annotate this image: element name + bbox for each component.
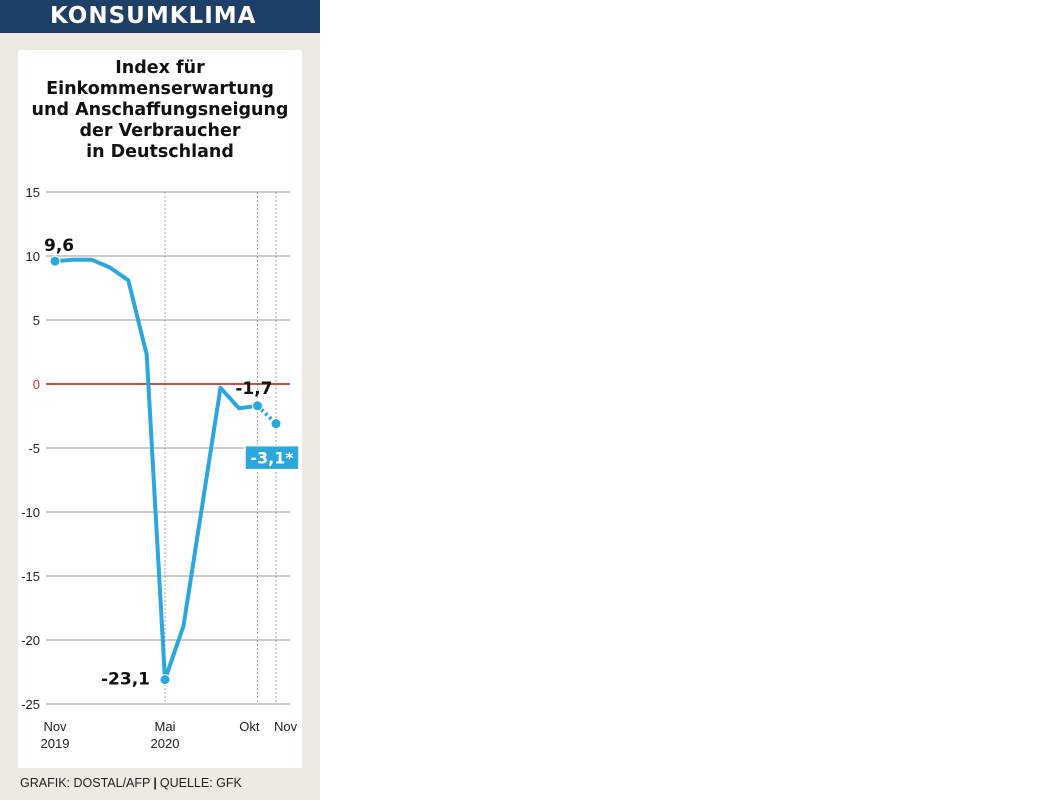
data-label: -3,1*	[250, 449, 294, 468]
y-tick-label: -15	[21, 569, 40, 584]
y-tick-label: 15	[26, 185, 40, 200]
y-tick-label: 0	[33, 377, 40, 392]
series-line-forecast	[256, 404, 278, 426]
data-point-marker	[159, 674, 171, 686]
x-tick-label: Nov	[274, 719, 298, 734]
data-point-marker	[49, 255, 61, 267]
credit-grafik: GRAFIK: DOSTAL/AFP	[20, 776, 151, 790]
x-tick-label: Mai	[155, 719, 176, 734]
x-tick-label: Okt	[239, 719, 260, 734]
series-line	[53, 257, 260, 682]
chart-title: Index für Einkommenserwartung und Anscha…	[31, 58, 289, 162]
x-tick-year-label: 2019	[41, 736, 70, 751]
value-callout-box	[244, 444, 300, 471]
data-point-marker	[252, 400, 263, 412]
y-tick-label: -5	[28, 441, 40, 456]
y-tick-label: -10	[21, 505, 40, 520]
data-label: -23,1	[101, 670, 150, 690]
header-bar: KONSUMKLIMA	[0, 0, 320, 33]
credit-separator: |	[153, 776, 157, 790]
credit-quelle: QUELLE: GFK	[159, 776, 242, 790]
x-tick-label: Nov	[43, 719, 67, 734]
y-tick-label: 5	[33, 313, 40, 328]
data-label: 9,6	[44, 236, 74, 256]
infographic: KONSUMKLIMA Index für Einkommenserwartun…	[0, 0, 320, 800]
y-tick-label: -20	[21, 633, 40, 648]
x-tick-year-label: 2020	[151, 736, 180, 751]
y-tick-label: -25	[21, 697, 40, 712]
data-label: -1,7	[235, 379, 272, 399]
header-title: KONSUMKLIMA	[50, 3, 257, 29]
credits-footer: GRAFIK: DOSTAL/AFP | QUELLE: GFK	[20, 776, 242, 790]
y-tick-label: 10	[26, 249, 40, 264]
data-point-marker	[270, 418, 282, 430]
